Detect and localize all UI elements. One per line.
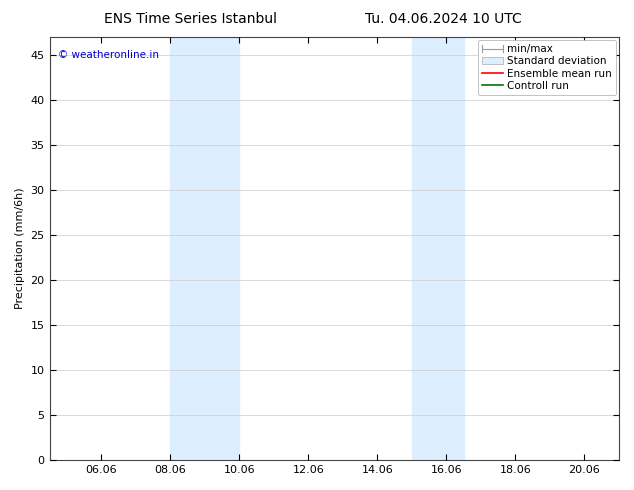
Legend: min/max, Standard deviation, Ensemble mean run, Controll run: min/max, Standard deviation, Ensemble me… xyxy=(478,40,616,95)
Bar xyxy=(412,37,463,460)
Y-axis label: Precipitation (mm/6h): Precipitation (mm/6h) xyxy=(15,188,25,309)
Text: Tu. 04.06.2024 10 UTC: Tu. 04.06.2024 10 UTC xyxy=(365,12,522,26)
Text: ENS Time Series Istanbul: ENS Time Series Istanbul xyxy=(104,12,276,26)
Bar xyxy=(171,37,240,460)
Text: © weatheronline.in: © weatheronline.in xyxy=(58,50,159,60)
